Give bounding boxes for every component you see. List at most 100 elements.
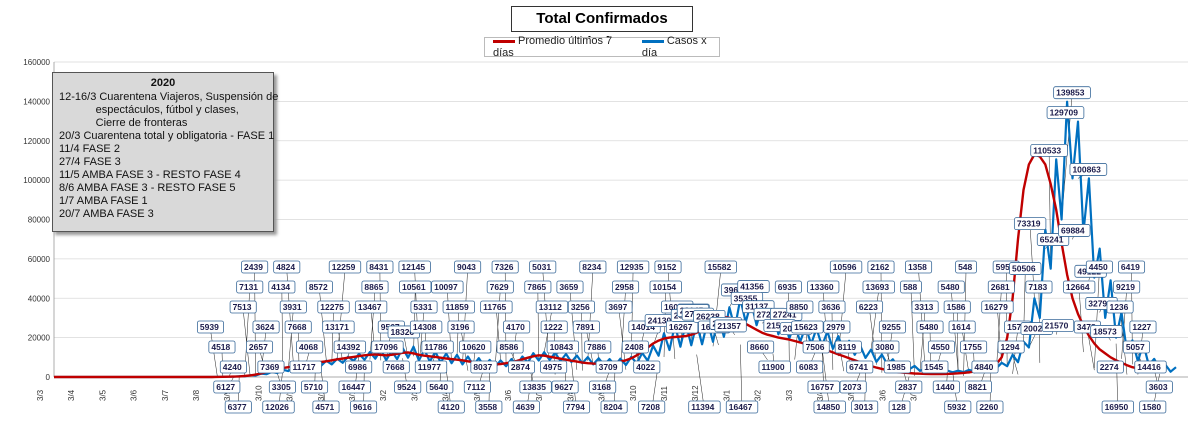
data-label: 3603 <box>1149 382 1168 392</box>
data-label: 27241 <box>773 309 797 319</box>
data-label: 24130 <box>648 315 672 325</box>
data-label: 8586 <box>499 342 518 352</box>
x-tick-label: 3/8 <box>566 389 575 401</box>
data-label: 16267 <box>669 322 693 332</box>
data-label-box <box>823 320 851 334</box>
data-label: 6986 <box>348 362 367 372</box>
data-label: 7513 <box>233 302 252 312</box>
data-label: 16950 <box>1105 402 1129 412</box>
data-label: 21590 <box>766 320 790 330</box>
data-label-box <box>584 340 612 354</box>
x-tick-label: 3/3 <box>36 389 45 401</box>
data-label: 5640 <box>429 382 448 392</box>
data-label-box <box>997 340 1025 354</box>
data-label-box <box>458 340 492 354</box>
data-label: 7668 <box>288 322 307 332</box>
data-label: 5939 <box>200 322 219 332</box>
data-label-box <box>196 320 224 334</box>
data-label-box <box>241 260 269 274</box>
data-label: 2874 <box>511 362 530 372</box>
y-tick-label: 140000 <box>23 97 50 106</box>
data-label: 6377 <box>228 402 247 412</box>
data-label: 2958 <box>615 282 634 292</box>
chart-legend: Promedio últimos 7 días Casos x día <box>484 35 720 59</box>
data-label: 7208 <box>641 402 660 412</box>
data-label: 3256 <box>571 302 590 312</box>
data-label: 3313 <box>915 302 934 312</box>
label-leader-line <box>1094 269 1100 369</box>
data-label: 14416 <box>1137 362 1161 372</box>
data-label: 128 <box>892 402 906 412</box>
data-label-box <box>338 380 371 394</box>
data-label-box <box>1090 325 1123 338</box>
data-label-box <box>503 320 531 334</box>
data-label-box <box>900 280 922 294</box>
data-label: 21570 <box>1045 321 1069 331</box>
data-label-box <box>475 400 503 414</box>
data-label: 4571 <box>315 402 334 412</box>
data-label: 5331 <box>413 302 432 312</box>
data-label-box <box>437 400 465 414</box>
data-label: 4550 <box>931 342 950 352</box>
data-label-box <box>932 380 960 394</box>
data-label-box <box>839 380 867 394</box>
data-label-box <box>345 360 373 374</box>
note-line: espectáculos, fútbol y clases, <box>59 104 239 116</box>
data-label: 9627 <box>554 382 573 392</box>
data-label-box <box>1113 280 1141 294</box>
data-label-box <box>328 260 362 274</box>
data-label: 14014 <box>631 322 655 332</box>
data-label-box <box>1030 143 1068 157</box>
data-label-box <box>916 320 944 334</box>
data-label-box <box>872 340 900 354</box>
data-label: 1755 <box>963 342 982 352</box>
data-label: 7326 <box>495 262 514 272</box>
data-label-box <box>219 360 247 374</box>
data-label-box <box>1139 400 1167 414</box>
data-label-box <box>508 360 536 374</box>
data-label: 12664 <box>1066 282 1090 292</box>
legend-item-daily: Casos x día <box>641 35 719 59</box>
data-label-box <box>301 380 329 394</box>
data-label-box <box>981 300 1014 314</box>
data-label: 73319 <box>1017 219 1041 229</box>
data-label-box <box>1041 319 1075 332</box>
data-label-box <box>382 360 410 374</box>
data-label: 10596 <box>833 262 857 272</box>
data-label-box <box>616 260 650 274</box>
y-tick-label: 80000 <box>28 216 51 225</box>
label-leader-line <box>1048 153 1051 269</box>
data-label: 8850 <box>789 302 808 312</box>
data-label-box <box>496 340 524 354</box>
y-tick-label: 0 <box>46 373 51 382</box>
data-label: 18326 <box>391 327 415 337</box>
data-label-box <box>1106 300 1134 314</box>
data-label-box <box>883 360 911 374</box>
data-label-box <box>224 400 252 414</box>
data-label-box <box>279 300 307 314</box>
data-label: 13835 <box>522 382 546 392</box>
data-label: 7506 <box>806 342 825 352</box>
data-label-box <box>911 300 939 314</box>
data-label: 5031 <box>532 262 551 272</box>
data-label-box <box>296 340 324 354</box>
data-label: 6741 <box>849 362 868 372</box>
data-label-box <box>1145 380 1173 394</box>
data-label-box <box>948 320 976 334</box>
data-label-box <box>605 300 633 314</box>
data-label-box <box>964 380 992 394</box>
data-label: 12145 <box>401 262 425 272</box>
data-label-box <box>786 300 814 314</box>
data-label-box <box>236 280 264 294</box>
data-label: 6223 <box>859 302 878 312</box>
label-leader-line <box>331 309 334 365</box>
data-label: 2260 <box>979 402 998 412</box>
label-leader-line <box>210 329 218 377</box>
data-label: 12259 <box>332 262 356 272</box>
data-label: 12935 <box>620 262 644 272</box>
data-label: 3931 <box>283 302 302 312</box>
data-label-box <box>480 300 513 314</box>
data-label: 7369 <box>260 362 279 372</box>
data-label-box <box>1046 106 1085 120</box>
